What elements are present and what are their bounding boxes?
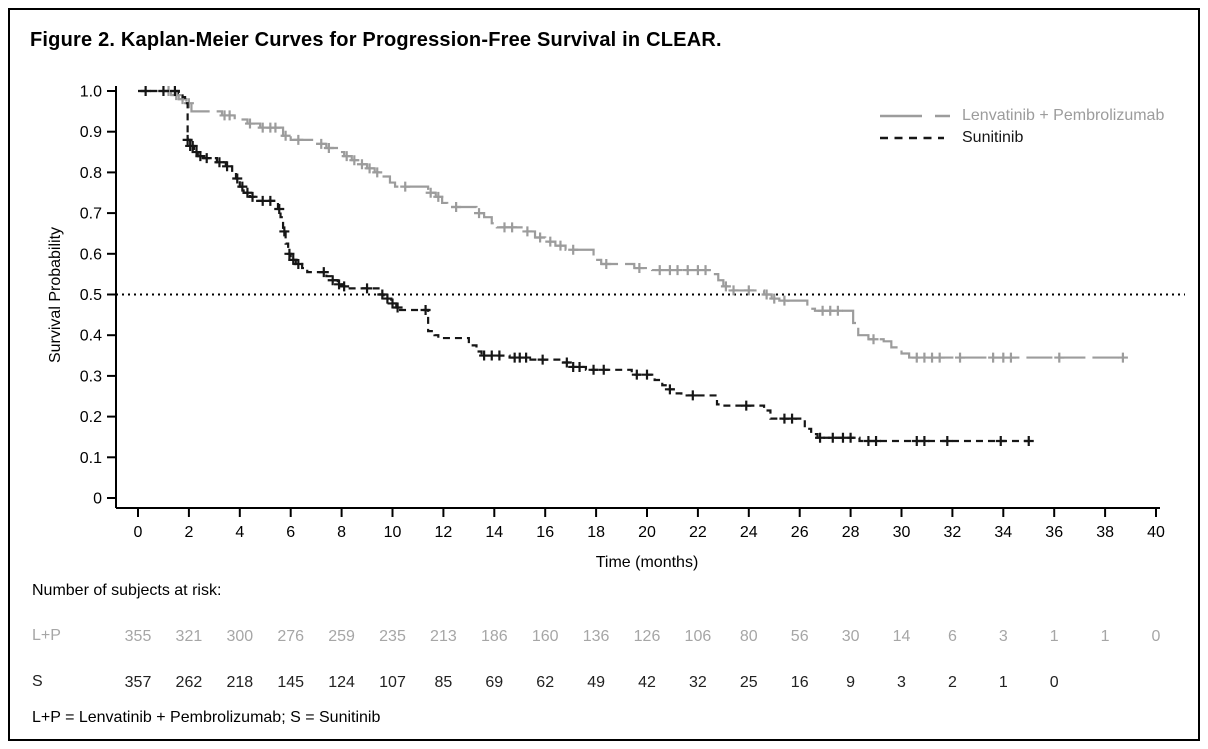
y-tick-label: 0.4 <box>80 328 102 345</box>
at-risk-count: 276 <box>277 628 304 645</box>
x-tick-label: 0 <box>134 524 143 541</box>
at-risk-count: 357 <box>125 674 152 691</box>
x-tick-label: 22 <box>689 524 707 541</box>
at-risk-count: 3 <box>897 674 906 691</box>
at-risk-count: 0 <box>1050 674 1059 691</box>
x-tick-label: 8 <box>337 524 346 541</box>
at-risk-count: 9 <box>846 674 855 691</box>
at-risk-count: 69 <box>485 674 503 691</box>
at-risk-count: 42 <box>638 674 656 691</box>
x-axis-label: Time (months) <box>595 554 699 571</box>
legend-line-sample-lenvatinib-pembrolizumab <box>880 114 950 118</box>
legend-item-sunitinib: Sunitinib <box>880 127 1164 149</box>
at-risk-count: 106 <box>685 628 712 645</box>
at-risk-row-label-s: S <box>32 673 43 690</box>
legend-label-sunitinib: Sunitinib <box>962 129 1024 146</box>
censor-marks-sunitinib <box>140 86 1034 447</box>
at-risk-heading: Number of subjects at risk: <box>32 582 222 599</box>
x-tick-label: 14 <box>485 524 503 541</box>
x-tick-label: 40 <box>1147 524 1165 541</box>
km-curve-lenvatinib-pembrolizumab <box>138 89 1123 359</box>
at-risk-row-label-lp: L+P <box>32 627 61 644</box>
x-tick-label: 10 <box>384 524 402 541</box>
x-tick-label: 2 <box>184 524 193 541</box>
figure-footnote: L+P = Lenvatinib + Pembrolizumab; S = Su… <box>32 709 381 726</box>
y-tick-label: 0.5 <box>80 287 102 304</box>
at-risk-count: 56 <box>791 628 809 645</box>
legend: Lenvatinib + Pembrolizumab Sunitinib <box>880 105 1164 149</box>
y-tick-label: 0.1 <box>80 450 102 467</box>
x-tick-label: 38 <box>1096 524 1114 541</box>
at-risk-count: 136 <box>583 628 610 645</box>
at-risk-count: 80 <box>740 628 758 645</box>
at-risk-count: 14 <box>893 628 911 645</box>
at-risk-count: 124 <box>328 674 355 691</box>
at-risk-count: 321 <box>176 628 203 645</box>
at-risk-count: 1 <box>1101 628 1110 645</box>
y-tick-label: 0.7 <box>80 206 102 223</box>
at-risk-count: 25 <box>740 674 758 691</box>
x-tick-label: 12 <box>435 524 453 541</box>
y-tick-label: 0.8 <box>80 165 102 182</box>
y-axis-label: Survival Probability <box>47 226 64 364</box>
y-tick-label: 1.0 <box>80 84 102 101</box>
y-tick-label: 0.6 <box>80 246 102 263</box>
x-tick-label: 36 <box>1045 524 1063 541</box>
y-tick-label: 0.2 <box>80 409 102 426</box>
at-risk-count: 145 <box>277 674 304 691</box>
at-risk-count: 30 <box>842 628 860 645</box>
at-risk-count: 32 <box>689 674 707 691</box>
x-tick-label: 24 <box>740 524 758 541</box>
at-risk-count: 0 <box>1152 628 1161 645</box>
x-tick-label: 18 <box>587 524 605 541</box>
x-tick-label: 30 <box>893 524 911 541</box>
y-tick-label: 0.3 <box>80 368 102 385</box>
at-risk-count: 262 <box>176 674 203 691</box>
at-risk-count: 218 <box>226 674 253 691</box>
legend-line-sample-sunitinib <box>880 136 944 140</box>
y-tick-label: 0.9 <box>80 124 102 141</box>
x-tick-label: 26 <box>791 524 809 541</box>
x-tick-label: 4 <box>235 524 244 541</box>
x-tick-label: 28 <box>842 524 860 541</box>
at-risk-count: 235 <box>379 628 406 645</box>
at-risk-count: 355 <box>125 628 152 645</box>
at-risk-count: 186 <box>481 628 508 645</box>
y-tick-label: 0 <box>93 491 102 508</box>
at-risk-count: 3 <box>999 628 1008 645</box>
at-risk-count: 107 <box>379 674 406 691</box>
x-tick-label: 34 <box>994 524 1012 541</box>
at-risk-count: 126 <box>634 628 661 645</box>
at-risk-count: 259 <box>328 628 355 645</box>
at-risk-count: 2 <box>948 674 957 691</box>
at-risk-count: 213 <box>430 628 457 645</box>
legend-label-lenvatinib-pembrolizumab: Lenvatinib + Pembrolizumab <box>962 107 1165 124</box>
at-risk-count: 300 <box>226 628 253 645</box>
at-risk-count: 160 <box>532 628 559 645</box>
at-risk-count: 49 <box>587 674 605 691</box>
at-risk-count: 1 <box>999 674 1008 691</box>
at-risk-count: 85 <box>435 674 453 691</box>
at-risk-count: 62 <box>536 674 554 691</box>
at-risk-count: 16 <box>791 674 809 691</box>
figure-title: Figure 2. Kaplan-Meier Curves for Progre… <box>30 29 722 51</box>
x-tick-label: 32 <box>944 524 962 541</box>
x-tick-label: 6 <box>286 524 295 541</box>
at-risk-count: 6 <box>948 628 957 645</box>
at-risk-count: 1 <box>1050 628 1059 645</box>
legend-item-lenvatinib-pembrolizumab: Lenvatinib + Pembrolizumab <box>880 105 1164 127</box>
x-tick-label: 16 <box>536 524 554 541</box>
x-tick-label: 20 <box>638 524 656 541</box>
